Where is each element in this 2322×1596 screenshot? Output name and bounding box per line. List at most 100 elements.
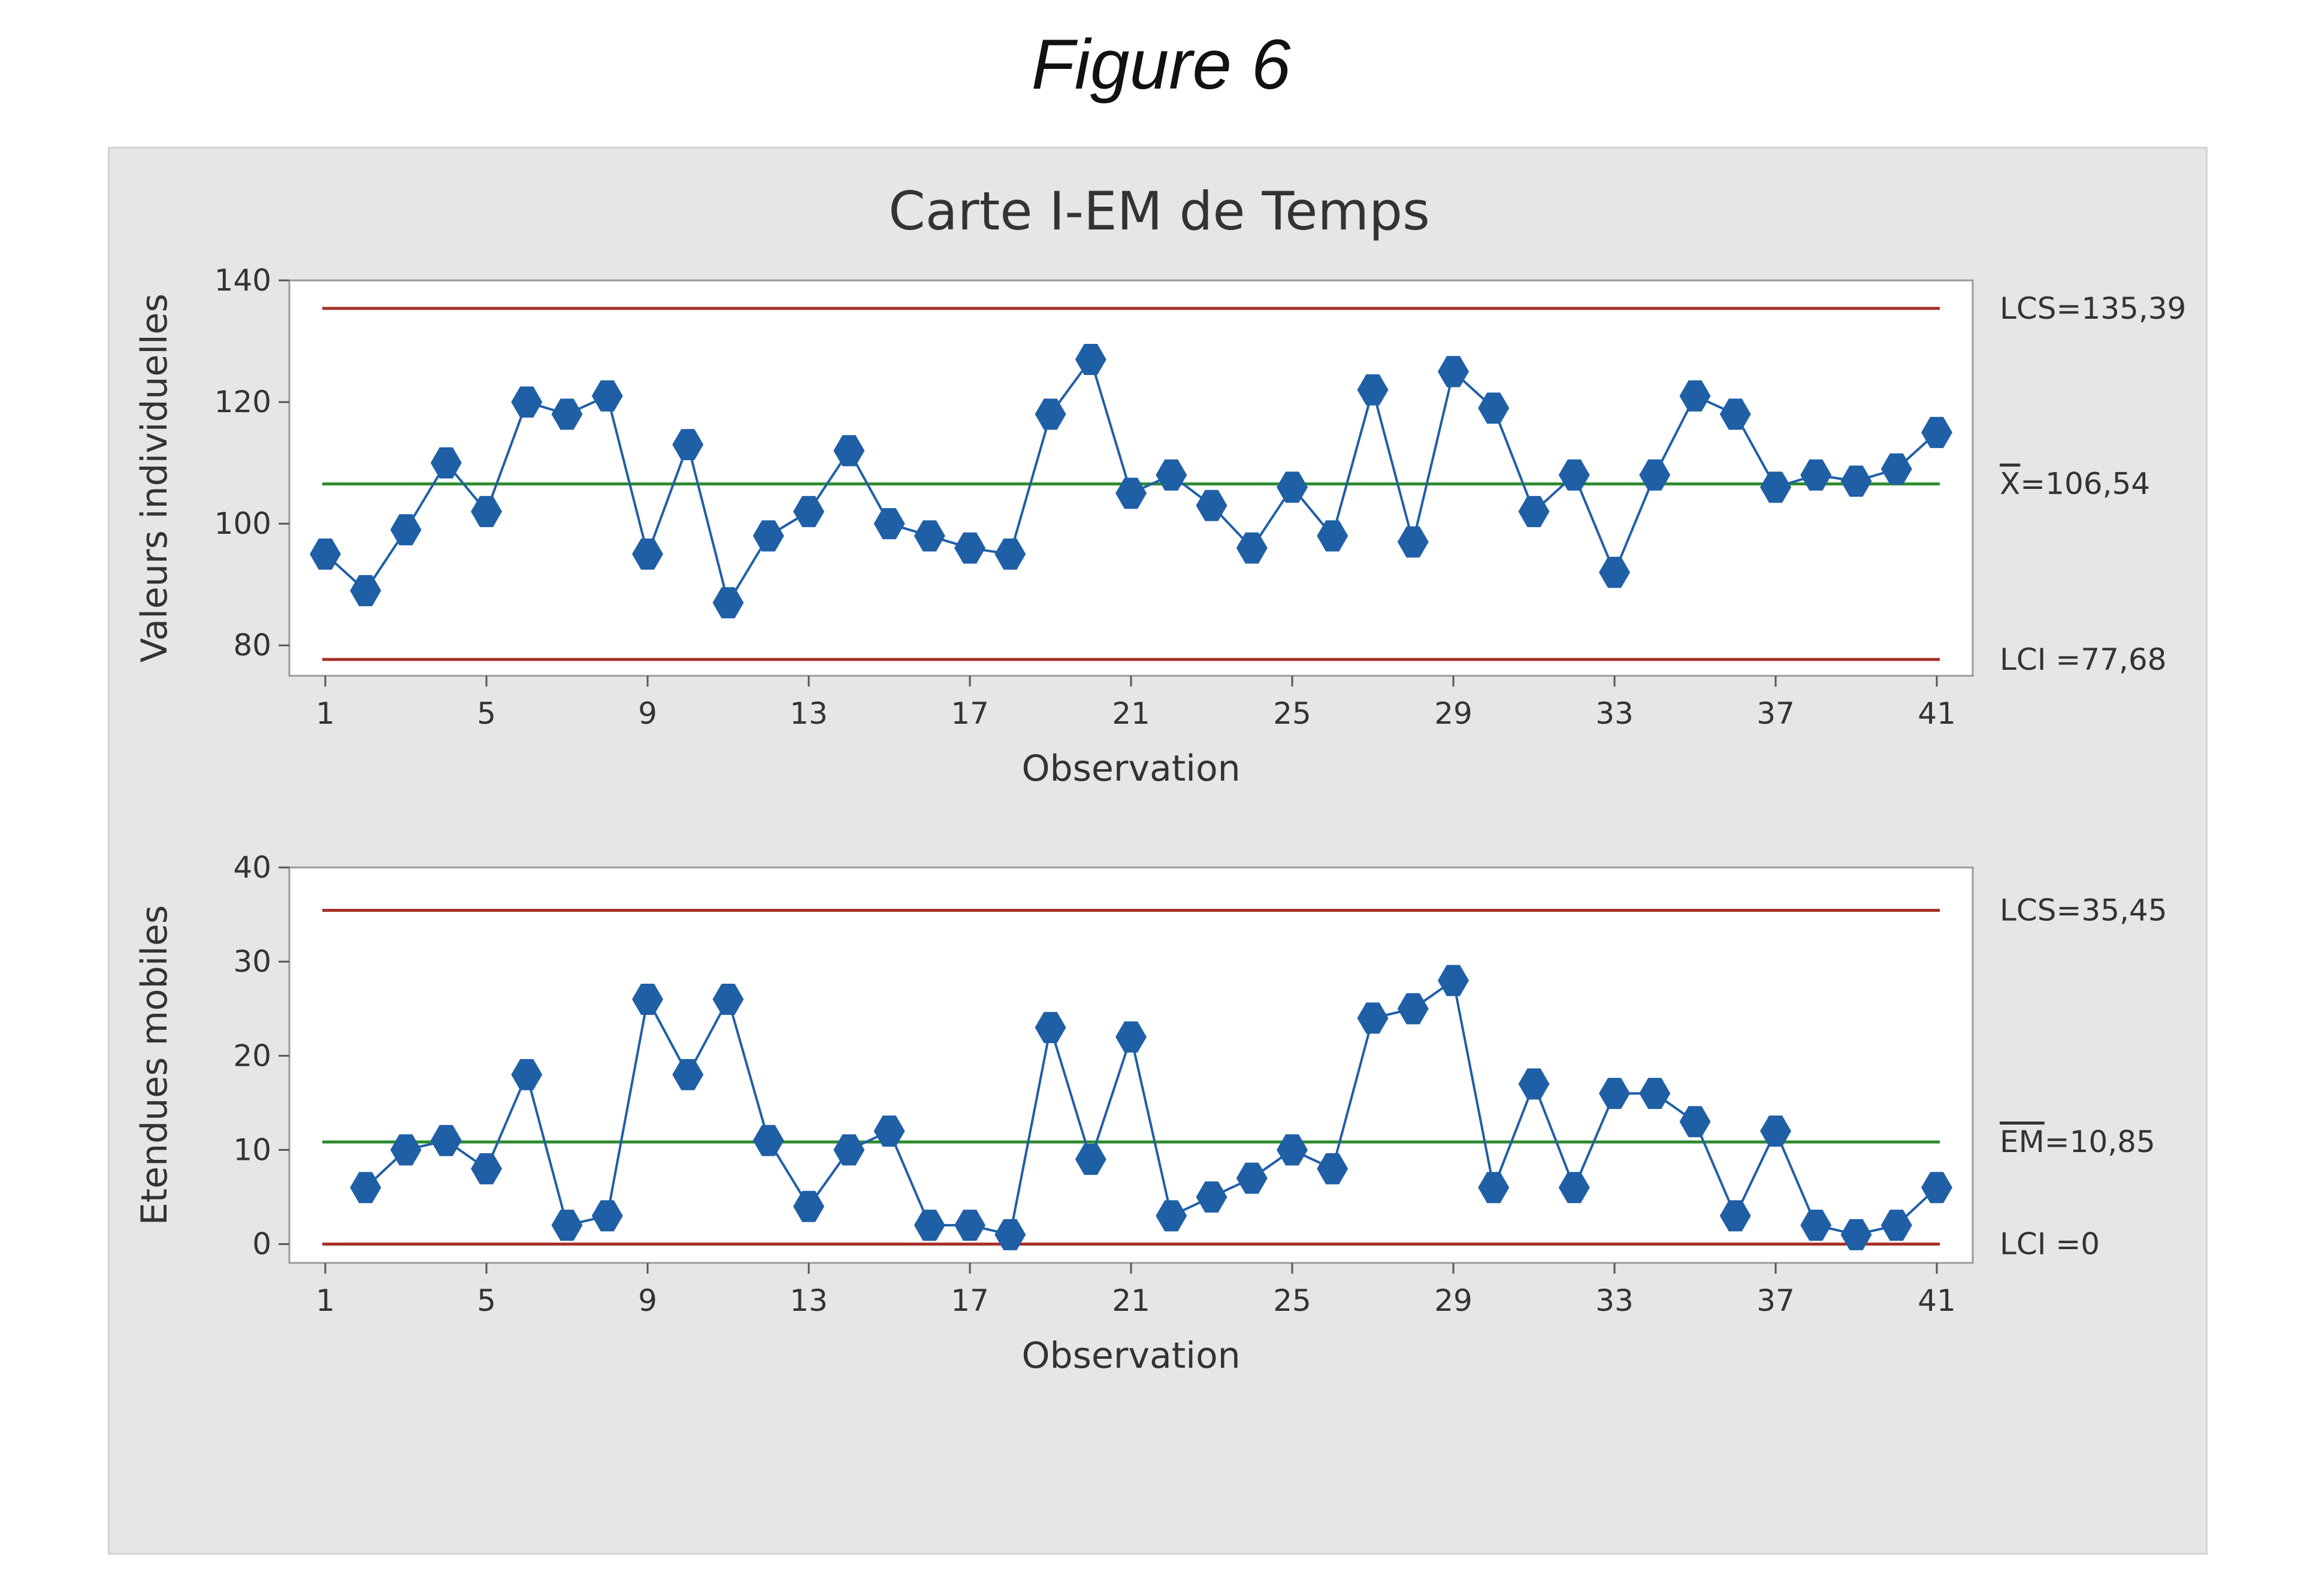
- x-tick-label: 17: [951, 1283, 989, 1318]
- data-point: [752, 1125, 784, 1156]
- center-line-label: X=106,54: [2000, 467, 2150, 501]
- data-point: [833, 1134, 865, 1166]
- x-tick-label: 41: [1918, 1283, 1956, 1318]
- data-point: [1478, 1172, 1510, 1204]
- lcl-label: LCI =77,68: [2000, 642, 2166, 677]
- data-point: [1156, 1200, 1187, 1232]
- x-axis-label: Observation: [1021, 748, 1240, 790]
- y-axis-label: Etendues mobiles: [134, 905, 176, 1226]
- x-tick-label: 5: [477, 1283, 496, 1318]
- ucl-label: LCS=35,45: [2000, 893, 2167, 928]
- x-tick-label: 25: [1273, 696, 1311, 731]
- data-point: [632, 538, 663, 570]
- data-point: [1196, 1181, 1227, 1213]
- data-point: [672, 429, 704, 461]
- data-point: [471, 1153, 502, 1184]
- data-point: [1438, 965, 1469, 996]
- data-point: [1277, 1134, 1308, 1166]
- x-tick-label: 33: [1595, 696, 1634, 731]
- data-point: [914, 520, 945, 552]
- ucl-label: LCS=135,39: [2000, 291, 2186, 326]
- data-point: [1357, 1002, 1389, 1034]
- chart-title: Carte I-EM de Temps: [888, 180, 1430, 242]
- x-tick-label: 21: [1112, 1283, 1150, 1318]
- data-point: [1840, 466, 1872, 497]
- data-point: [1599, 557, 1630, 588]
- data-point: [712, 587, 744, 619]
- lcl-label: LCI =0: [2000, 1227, 2100, 1262]
- y-tick-label: 20: [233, 1038, 271, 1073]
- center-symbol: X: [2000, 467, 2020, 501]
- x-tick-label: 13: [790, 1283, 828, 1318]
- data-point: [1679, 1106, 1711, 1138]
- moving-range-chart: 0 10 20 30 40 1 5 9 13 17 21 25 29 33 37 41 Observation E…: [134, 850, 2167, 1377]
- data-point: [310, 538, 341, 570]
- center-symbol: EM: [2000, 1125, 2045, 1159]
- data-point: [914, 1210, 945, 1241]
- data-point: [1880, 453, 1912, 485]
- x-axis-label: Observation: [1021, 1335, 1240, 1377]
- data-point: [1156, 459, 1187, 491]
- data-point: [591, 1200, 623, 1232]
- data-point: [1639, 1078, 1671, 1110]
- data-point: [1196, 489, 1227, 521]
- data-point: [752, 520, 784, 552]
- x-tick-label: 29: [1434, 1283, 1473, 1318]
- y-tick-label: 0: [252, 1227, 271, 1262]
- x-tick-label: 37: [1756, 1283, 1795, 1318]
- center-line-label: EM=10,85: [2000, 1125, 2155, 1159]
- data-point: [793, 1190, 824, 1222]
- data-point: [471, 495, 502, 527]
- y-tick-label: 100: [214, 506, 271, 541]
- data-point: [1035, 1012, 1066, 1044]
- data-point: [1075, 344, 1106, 375]
- data-point: [1558, 1172, 1590, 1204]
- y-tick-label: 40: [233, 850, 271, 885]
- data-point: [1679, 380, 1711, 412]
- data-point: [833, 435, 865, 467]
- data-point: [1518, 495, 1550, 527]
- y-axis-label: Valeurs individuelles: [134, 294, 176, 663]
- center-value: =106,54: [2020, 467, 2150, 501]
- data-point: [873, 508, 905, 540]
- data-point: [1719, 398, 1751, 430]
- x-tick-label: 1: [316, 696, 335, 731]
- data-point: [1115, 477, 1147, 509]
- data-point: [430, 1125, 462, 1156]
- data-point: [954, 1210, 985, 1241]
- data-point: [1438, 356, 1469, 388]
- x-tick-label: 29: [1434, 696, 1473, 731]
- data-point: [591, 380, 623, 412]
- data-point: [1800, 459, 1832, 491]
- data-point: [632, 984, 663, 1015]
- x-tick-label: 37: [1756, 696, 1795, 731]
- data-point: [1317, 1153, 1349, 1184]
- figure-caption: Figure 6: [1031, 25, 1291, 104]
- data-point: [1075, 1144, 1106, 1175]
- y-tick-label: 80: [233, 628, 271, 663]
- data-point: [1236, 532, 1268, 564]
- x-tick-label: 17: [951, 696, 989, 731]
- series-line: [364, 978, 1938, 1237]
- data-point: [1357, 374, 1389, 406]
- data-point: [390, 1134, 422, 1166]
- y-tick-label: 30: [233, 944, 271, 979]
- data-point: [390, 514, 422, 546]
- data-point: [1478, 392, 1510, 424]
- data-point: [672, 1059, 704, 1090]
- data-point: [994, 538, 1026, 570]
- plot-area: [288, 866, 1974, 1264]
- individual-values-chart: 80 100 120 140 1 5 9 13 17 21 25 29 33 37 41 Observatio…: [134, 263, 2186, 790]
- data-point: [1760, 1116, 1791, 1147]
- data-point: [511, 1059, 543, 1090]
- data-point: [1035, 398, 1066, 430]
- data-point: [954, 532, 985, 564]
- data-point: [1317, 520, 1349, 552]
- x-tick-label: 25: [1273, 1283, 1311, 1318]
- data-point: [1760, 471, 1791, 503]
- data-point: [1880, 1210, 1912, 1241]
- data-point: [712, 984, 744, 1015]
- x-tick-label: 1: [316, 1283, 335, 1318]
- control-chart-panel: Carte I-EM de Temps 80 100 120 140 1 5 9 13 17 21…: [108, 147, 2208, 1555]
